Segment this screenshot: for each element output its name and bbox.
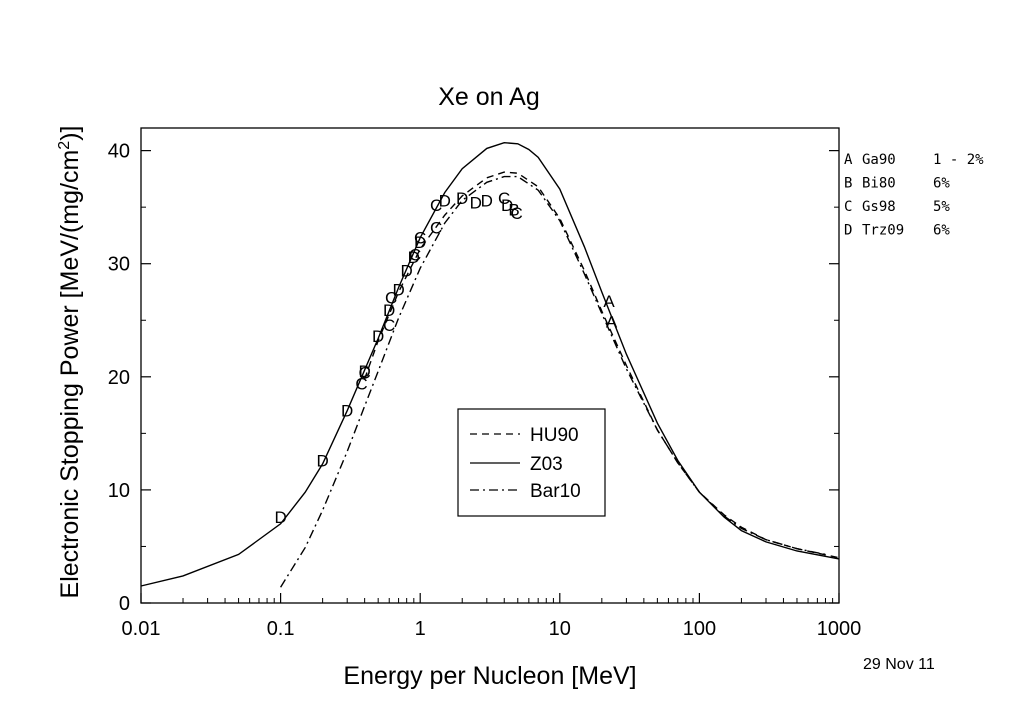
y-axis-label-superscript: 2 <box>56 141 73 150</box>
x-tick-label: 100 <box>683 618 716 640</box>
data-point-c: C <box>355 375 367 394</box>
date-stamp: 29 Nov 11 <box>863 656 935 673</box>
data-point-d: D <box>372 327 384 346</box>
data-point-d: D <box>401 262 413 281</box>
y-axis-label-tail: )] <box>56 126 84 141</box>
data-point-c: C <box>409 246 421 265</box>
data-point-d: D <box>481 191 493 210</box>
x-tick-label: 0.1 <box>267 618 295 640</box>
data-point-d: D <box>392 281 404 300</box>
x-tick-label: 0.01 <box>122 618 161 640</box>
data-point-d: D <box>501 196 513 215</box>
source-key-error: 6% <box>933 176 950 192</box>
data-point-c: C <box>385 289 397 308</box>
data-point-d: D <box>383 301 395 320</box>
series-line-z03 <box>140 141 840 587</box>
source-key-ref: Ga90 <box>862 152 896 168</box>
data-point-d: D <box>439 191 451 210</box>
series-line-hu90 <box>363 171 840 559</box>
legend-label-bar10: Bar10 <box>530 481 581 502</box>
data-point-c: C <box>383 316 395 335</box>
source-key-error: 6% <box>933 223 950 239</box>
source-key-letter: A <box>844 152 853 168</box>
series-layer <box>140 141 840 588</box>
data-point-d: D <box>274 508 286 527</box>
data-point-d: D <box>316 452 328 471</box>
data-point-d: D <box>408 248 420 267</box>
x-tick-label: 1 <box>415 618 426 640</box>
y-tick-label: 10 <box>108 480 130 502</box>
legend: HU90 Z03 Bar10 <box>457 408 606 517</box>
y-axis: 0 10 20 30 40 <box>108 141 839 615</box>
y-tick-label: 30 <box>108 254 130 276</box>
data-point-d: D <box>358 362 370 381</box>
data-point-d: D <box>470 194 482 213</box>
source-key-error: 5% <box>933 199 950 215</box>
chart-title: Xe on Ag <box>438 83 539 111</box>
x-tick-label: 10 <box>549 618 571 640</box>
data-point-d: D <box>456 189 468 208</box>
data-point-c: C <box>414 229 426 248</box>
data-point-c: C <box>430 196 442 215</box>
data-point-c: C <box>430 219 442 238</box>
data-point-c: C <box>510 204 522 223</box>
y-tick-label: 0 <box>119 593 130 615</box>
legend-label-z03: Z03 <box>530 454 563 475</box>
source-key-ref: Trz09 <box>862 223 904 239</box>
y-axis-label: Electronic Stopping Power [MeV/(mg/cm2)] <box>56 126 84 599</box>
source-key-letter: D <box>844 223 852 239</box>
y-axis-label-main: Electronic Stopping Power [MeV/(mg/cm <box>56 150 84 599</box>
y-tick-label: 40 <box>108 141 130 163</box>
x-axis-label: Energy per Nucleon [MeV] <box>343 662 636 690</box>
data-point-c: C <box>358 363 370 382</box>
source-key-letter: B <box>844 176 852 192</box>
x-axis: 0.01 0.1 1 10 100 1000 <box>122 593 862 640</box>
source-key-ref: Gs98 <box>862 199 896 215</box>
x-tick-label: 1000 <box>817 618 862 640</box>
data-point-a: A <box>606 312 618 331</box>
data-point-d: D <box>341 402 353 421</box>
series-line-bar10 <box>280 175 826 588</box>
y-tick-label: 20 <box>108 367 130 389</box>
source-key: A Ga90 1 - 2% B Bi80 6% C Gs98 5% D Trz09 6% <box>844 152 984 239</box>
data-point-c: C <box>498 189 510 208</box>
source-key-letter: C <box>844 199 852 215</box>
legend-label-hu90: HU90 <box>530 425 579 446</box>
source-key-ref: Bi80 <box>862 176 896 192</box>
data-point-a: A <box>603 292 615 311</box>
source-key-error: 1 - 2% <box>933 152 984 168</box>
data-point-b: B <box>508 200 519 219</box>
data-point-d: D <box>414 233 426 252</box>
plot-frame <box>140 127 840 604</box>
